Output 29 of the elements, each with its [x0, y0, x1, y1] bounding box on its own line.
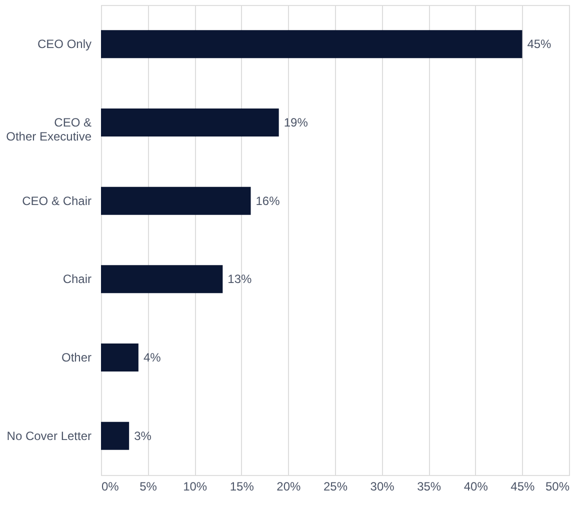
bar: [101, 422, 130, 450]
bar: [101, 344, 138, 372]
bar: [101, 186, 251, 215]
bar: [101, 108, 279, 136]
y-tick-label: CEO & Other Executive: [6, 116, 92, 144]
y-tick-label: Chair: [62, 272, 92, 286]
y-tick-label: No Cover Letter: [6, 428, 92, 443]
x-tick-label: 15%: [230, 480, 254, 494]
data-label: 13%: [228, 272, 252, 286]
x-tick-label: 50%: [545, 480, 570, 494]
x-tick-label: 25%: [323, 480, 348, 494]
x-tick-label: 30%: [370, 480, 395, 494]
data-label: 19%: [284, 116, 308, 130]
y-tick-label: CEO & Chair: [22, 194, 92, 208]
x-tick-label: 20%: [276, 480, 302, 494]
x-tick-label: 35%: [417, 480, 442, 494]
data-label: 4%: [143, 350, 162, 364]
x-tick-label: 40%: [464, 480, 488, 494]
bar: [101, 265, 223, 294]
data-label: 16%: [256, 194, 280, 208]
x-tick-label: 10%: [183, 480, 208, 494]
x-tick-label: 0%: [102, 480, 120, 494]
x-tick-label: 5%: [140, 480, 158, 494]
y-tick-label: Other: [61, 350, 92, 364]
x-tick-label: 45%: [510, 480, 536, 494]
data-label: 45%: [527, 37, 552, 52]
data-label: 3%: [134, 428, 152, 443]
y-tick-label: CEO Only: [37, 37, 92, 52]
bar: [101, 30, 522, 58]
